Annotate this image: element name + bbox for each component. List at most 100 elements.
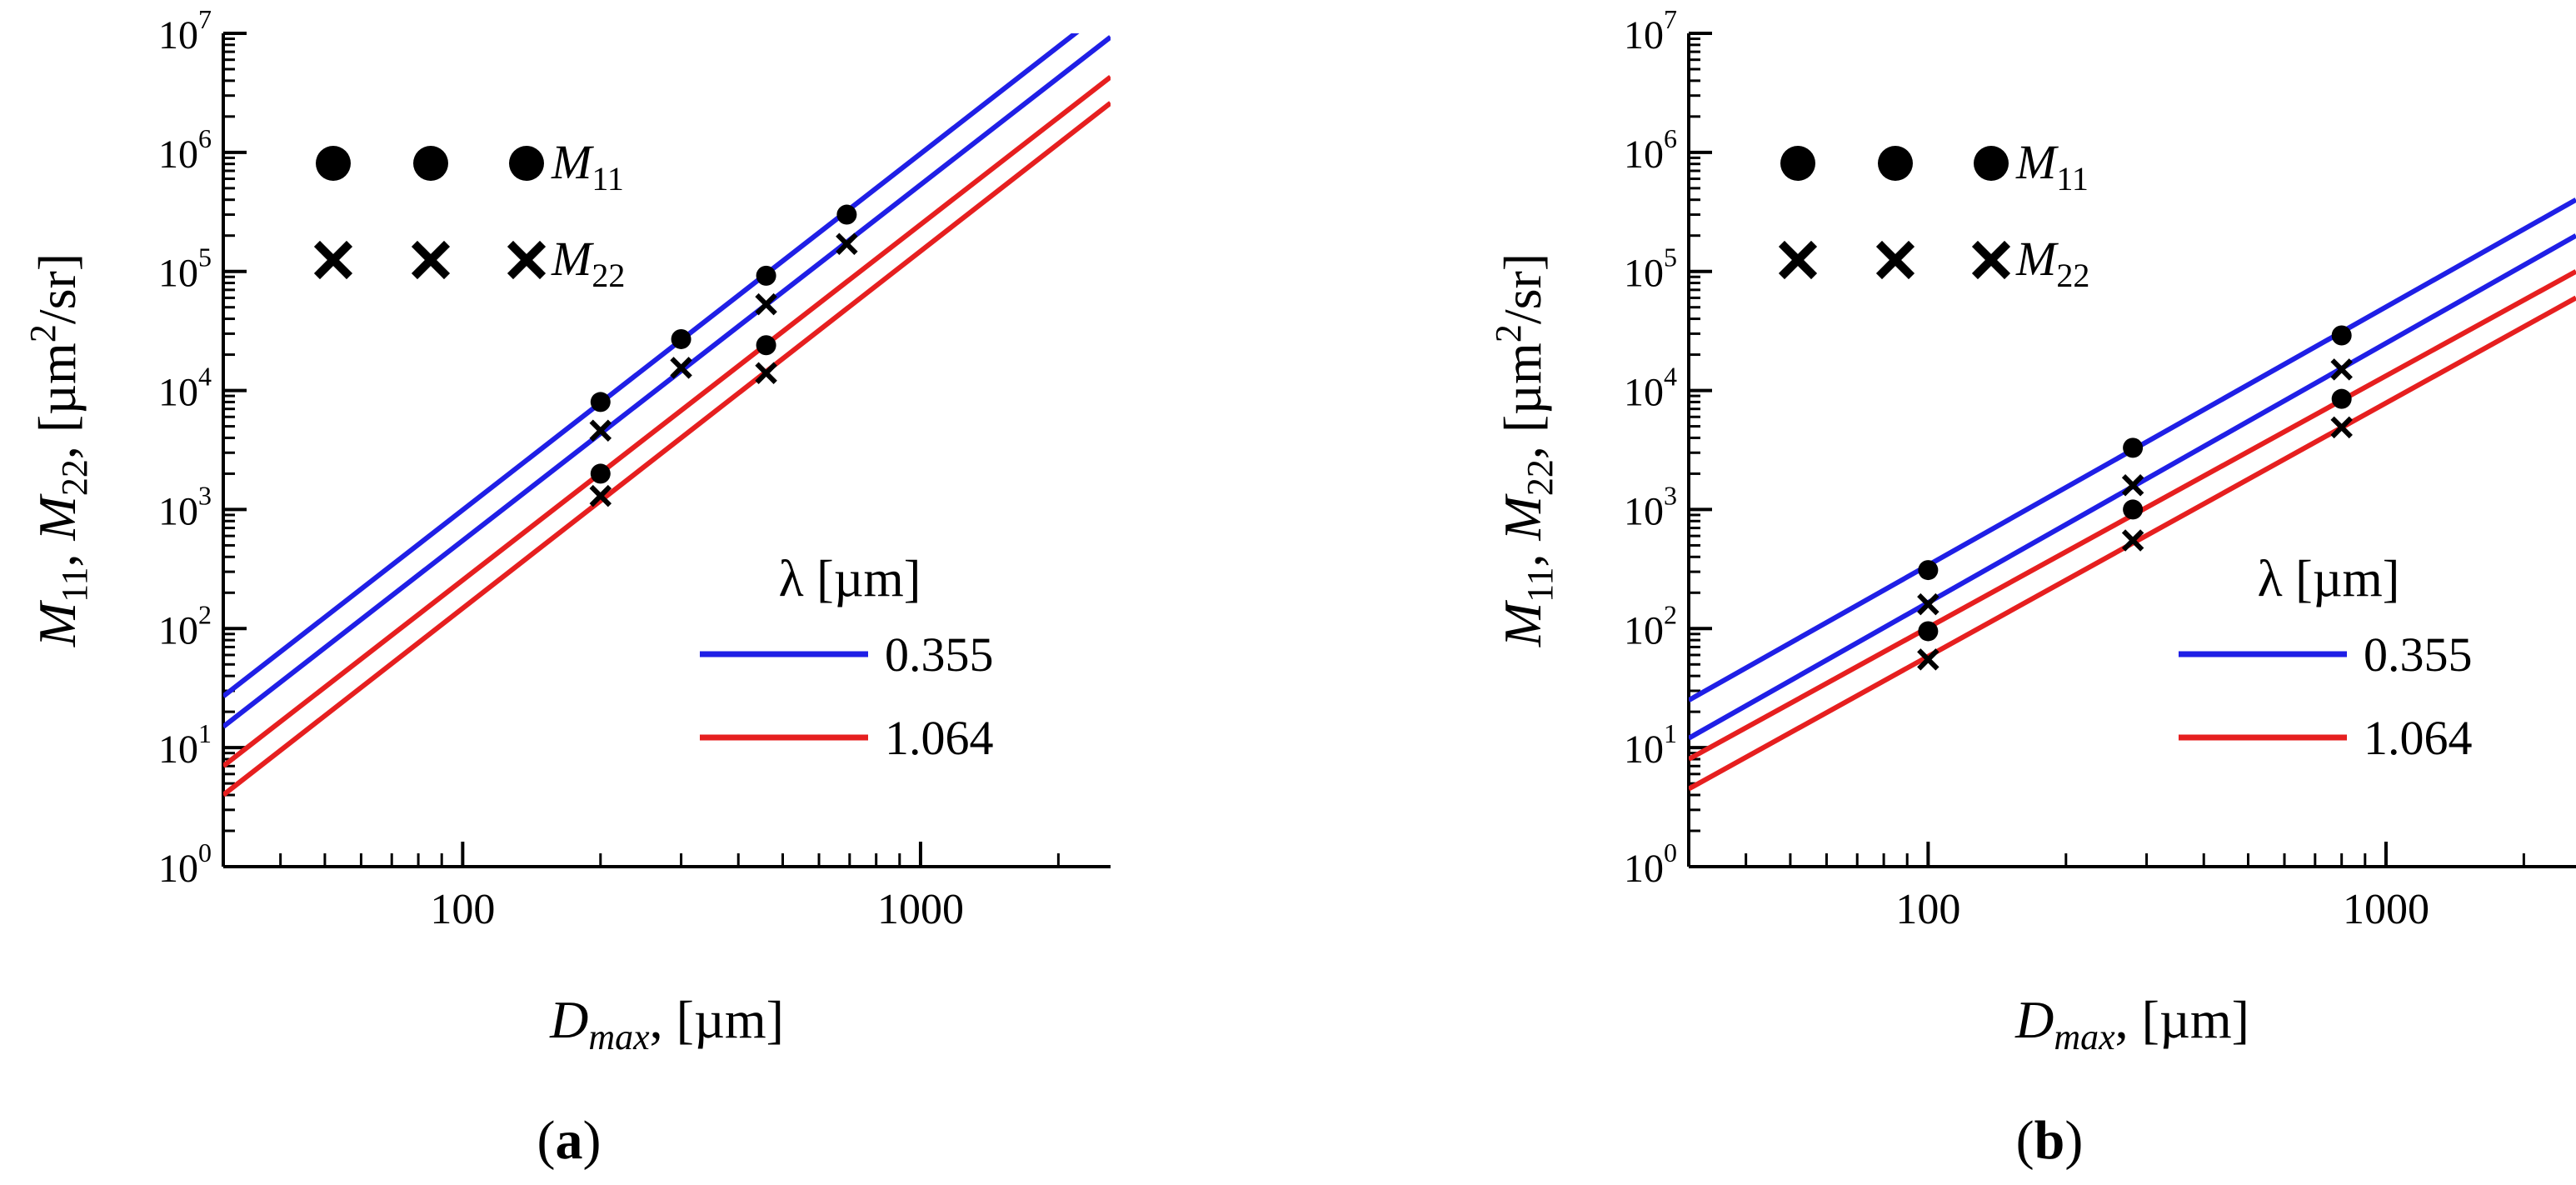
legend-entry-label: 1.064 — [2364, 711, 2473, 765]
legend-marker-circle — [1780, 146, 1815, 181]
x-axis-title: Dmax, [µm] — [2014, 990, 2249, 1058]
data-point-m11 — [756, 265, 776, 286]
x-axis-title-subscript: max — [588, 1017, 650, 1058]
legend-title: λ [µm] — [779, 551, 921, 608]
data-point-m11 — [2123, 438, 2144, 458]
y-tick-label: 107 — [1624, 4, 1677, 58]
data-point-m22 — [670, 357, 692, 379]
data-point-m22 — [589, 484, 612, 508]
legend-marker-cross — [313, 240, 353, 280]
x-axis-title-symbol: D — [549, 990, 588, 1049]
legend-label-m22: M22 — [551, 232, 625, 294]
legend-subscript: 11 — [592, 160, 624, 198]
data-point-m11 — [2331, 388, 2352, 409]
y-axis-superscript: 2 — [1488, 324, 1529, 342]
y-axis-units-tail: /sr] — [1493, 253, 1552, 324]
x-tick-label: 1000 — [2343, 886, 2429, 933]
series-line-1 — [223, 33, 1080, 698]
y-tick-base: 10 — [1624, 728, 1664, 772]
y-tick-label: 106 — [158, 123, 212, 177]
data-point-m22 — [589, 419, 612, 442]
series-line-2 — [223, 35, 1111, 729]
y-axis-superscript: 2 — [22, 324, 63, 342]
y-tick-exponent: 4 — [198, 362, 212, 392]
x-axis-title-units: , [µm] — [650, 990, 784, 1049]
data-point-m11 — [2123, 499, 2144, 520]
legend-marker-cross — [1778, 240, 1818, 280]
legend-subscript: 11 — [2056, 160, 2089, 198]
legend-title: λ [µm] — [2258, 551, 2400, 608]
wavelength-legend: λ [µm] 0.355 1.064 — [700, 551, 994, 765]
y-axis-subscript: 22 — [1520, 459, 1560, 496]
y-tick-base: 10 — [1624, 252, 1664, 296]
y-tick-label: 101 — [158, 718, 212, 772]
legend-marker-cross — [411, 240, 451, 280]
y-tick-label: 100 — [158, 838, 212, 891]
y-tick-base: 10 — [1624, 847, 1664, 891]
y-tick-label: 106 — [1624, 123, 1677, 177]
data-point-m11 — [836, 204, 857, 225]
y-tick-label: 101 — [1624, 718, 1677, 772]
y-tick-label: 102 — [1624, 599, 1677, 652]
data-point-m11 — [756, 335, 776, 356]
y-axis-subscript: 22 — [54, 459, 95, 496]
x-tick-label: 1000 — [877, 886, 964, 933]
y-tick-base: 10 — [1624, 13, 1664, 58]
legend-marker-cross — [1875, 240, 1915, 280]
data-point-m22 — [2121, 529, 2144, 552]
legend-marker-cross — [507, 240, 547, 280]
x-axis-title-symbol: D — [2014, 990, 2054, 1049]
y-tick-base: 10 — [158, 252, 198, 296]
y-tick-label: 103 — [1624, 480, 1677, 533]
legend-marker-cross — [1971, 240, 2011, 280]
legend-marker-circle — [509, 146, 544, 181]
data-point-m22 — [1917, 592, 1939, 616]
y-axis-separator: , — [27, 540, 87, 567]
y-tick-base: 10 — [1624, 489, 1664, 533]
y-tick-base: 10 — [158, 132, 198, 177]
y-tick-label: 103 — [158, 480, 212, 533]
y-axis-symbol-m: M — [1493, 492, 1552, 541]
legend-symbol: M — [2015, 232, 2059, 286]
y-tick-exponent: 2 — [198, 599, 212, 629]
data-point-m11 — [1918, 621, 1939, 642]
y-tick-base: 10 — [158, 13, 198, 58]
y-tick-base: 10 — [1624, 132, 1664, 177]
y-axis-symbol-m: M — [1493, 599, 1552, 648]
y-tick-exponent: 1 — [1664, 718, 1677, 748]
y-tick-exponent: 0 — [1664, 838, 1677, 868]
data-point-m11 — [590, 392, 611, 412]
legend-subscript: 22 — [592, 257, 625, 294]
x-tick-label: 100 — [430, 886, 495, 933]
x-tick-label: 100 — [1895, 886, 1960, 933]
y-tick-label: 107 — [158, 4, 212, 58]
y-tick-label: 102 — [158, 599, 212, 652]
marker-legend: M11 M22 — [551, 135, 625, 294]
legend-entry-label: 0.355 — [2364, 628, 2473, 682]
y-tick-base: 10 — [1624, 608, 1664, 652]
y-axis-symbol-m: M — [27, 599, 87, 648]
wavelength-legend: λ [µm] 0.355 1.064 — [2179, 551, 2473, 765]
y-tick-exponent: 6 — [198, 123, 212, 153]
legend-subscript: 22 — [2056, 257, 2089, 294]
legend-symbol: M — [551, 135, 594, 189]
y-axis-subscript: 11 — [54, 567, 95, 602]
y-tick-label: 100 — [1624, 838, 1677, 891]
y-tick-base: 10 — [158, 371, 198, 415]
y-tick-base: 10 — [158, 608, 198, 652]
legend-marker-circle — [1878, 146, 1913, 181]
y-tick-exponent: 4 — [1664, 362, 1677, 392]
y-axis-units: , [µm — [27, 342, 87, 459]
y-axis-symbol-m: M — [27, 492, 87, 541]
panel-label-b: (b) — [2016, 1110, 2084, 1171]
data-point-m22 — [836, 232, 858, 256]
y-axis-title: M11, M22, [µm2/sr] — [22, 253, 95, 648]
y-tick-exponent: 6 — [1664, 123, 1677, 153]
data-point-m22 — [2330, 416, 2353, 439]
series-group — [1689, 198, 2576, 792]
data-point-m11 — [1918, 560, 1939, 581]
y-tick-exponent: 2 — [1664, 599, 1677, 629]
legend-entry-label: 0.355 — [885, 628, 994, 682]
